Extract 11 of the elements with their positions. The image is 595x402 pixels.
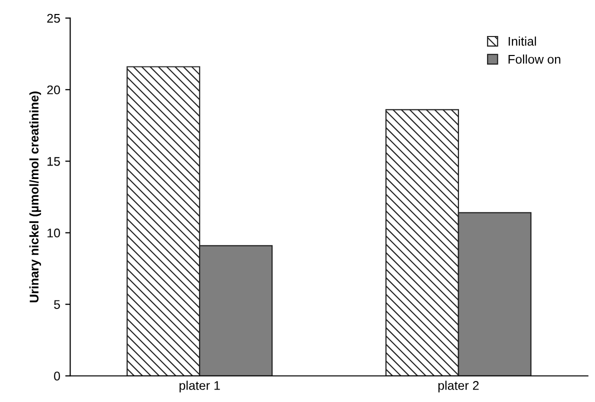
y-tick-label: 10: [48, 228, 60, 238]
y-tick-label: 25: [47, 14, 60, 23]
y-tick-label: 5: [54, 300, 60, 309]
y-tick-label: 0: [54, 372, 60, 381]
legend-label: Initial: [508, 36, 536, 46]
y-axis-title: Urinary nickel (µmol/mol creatinine): [29, 92, 42, 302]
y-tick-label: 15: [48, 157, 60, 166]
x-tick-label: plater 1: [180, 380, 220, 392]
y-tick-label: 20: [47, 85, 60, 94]
x-tick-label: plater 2: [438, 380, 479, 392]
legend-label: Follow on: [508, 54, 560, 64]
